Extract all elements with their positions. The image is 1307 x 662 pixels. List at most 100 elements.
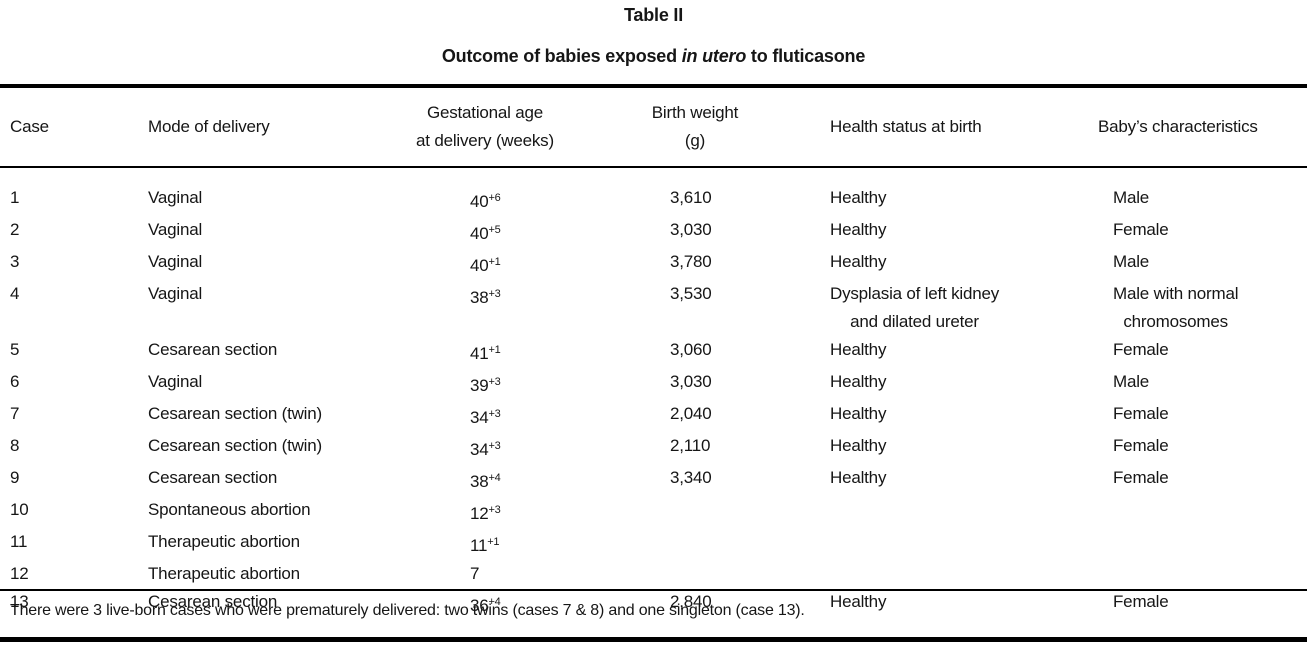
- birth-weight-cell: 3,780: [570, 248, 820, 276]
- case-cell: 12: [0, 560, 140, 588]
- mode-value: Therapeutic abortion: [148, 564, 300, 583]
- column-header-birth-weight: Birth weight (g): [570, 99, 820, 155]
- case-cell: 7: [0, 400, 140, 428]
- health-status-value: Healthy: [830, 592, 887, 611]
- mode-value: Cesarean section (twin): [148, 436, 322, 455]
- column-header-label: Baby’s characteristics: [1098, 117, 1258, 136]
- caption-prefix: Outcome of babies exposed: [441, 46, 682, 66]
- table-row-case-12: 12 Therapeutic abortion 7: [0, 560, 1307, 588]
- case-cell: 10: [0, 496, 140, 524]
- table-footnote: There were 3 live-born cases who were pr…: [10, 602, 805, 619]
- gestational-age-days-superscript: +4: [488, 472, 501, 484]
- column-header-label: Birth weight (g): [651, 103, 739, 150]
- health-status-value: Healthy: [830, 340, 887, 359]
- health-status-value: Healthy: [830, 188, 887, 207]
- health-status-value: Healthy: [830, 220, 887, 239]
- birth-weight-value: 3,610: [670, 188, 712, 207]
- gestational-age-value: 40+6: [470, 192, 501, 211]
- birth-weight-value: 2,840: [670, 592, 712, 611]
- table-row-case-4: 4 Vaginal 38+3 3,530 Dysplasia of left kidne…: [0, 280, 1307, 336]
- case-value: 3: [10, 252, 20, 271]
- baby-characteristics-value: Female: [1113, 220, 1169, 239]
- gestational-age-days-superscript: +3: [488, 504, 501, 516]
- mode-of-delivery-cell: Cesarean section (twin): [140, 400, 400, 428]
- mode-of-delivery-cell: Vaginal: [140, 280, 400, 308]
- baby-characteristics-cell: Female: [1098, 400, 1307, 428]
- health-status-cell: Healthy: [820, 368, 1098, 396]
- column-header-label: Gestational age at delivery (weeks): [416, 103, 554, 150]
- baby-characteristics-value: Female: [1113, 404, 1169, 423]
- birth-weight-cell: 2,110: [570, 432, 820, 460]
- case-value: 12: [10, 564, 29, 583]
- column-header-health-status: Health status at birth: [820, 113, 1098, 141]
- mode-of-delivery-cell: Cesarean section: [140, 336, 400, 364]
- gestational-age-cell: 11+1: [400, 528, 570, 560]
- case-value: 11: [10, 532, 28, 551]
- gestational-age-days-superscript: +3: [488, 408, 501, 420]
- mode-value: Vaginal: [148, 220, 203, 239]
- birth-weight-cell: 3,030: [570, 368, 820, 396]
- mode-value: Cesarean section (twin): [148, 404, 322, 423]
- case-value: 1: [10, 188, 20, 207]
- column-header-label: Health status at birth: [830, 117, 982, 136]
- baby-characteristics-cell: Female: [1098, 588, 1307, 616]
- gestational-age-value: 12+3: [470, 504, 501, 523]
- gestational-age-days-superscript: +1: [488, 256, 501, 268]
- health-status-cell: Healthy: [820, 248, 1098, 276]
- birth-weight-cell: 3,610: [570, 184, 820, 212]
- gestational-age-cell: 38+4: [400, 464, 570, 496]
- mode-value: Vaginal: [148, 188, 203, 207]
- footnote-divider-rule: [0, 589, 1307, 591]
- case-value: 6: [10, 372, 20, 391]
- table-row-case-6: 6 Vaginal 39+3 3,030 Healthy Male: [0, 368, 1307, 400]
- birth-weight-value: 3,030: [670, 372, 712, 391]
- birth-weight-value: 3,780: [670, 252, 712, 271]
- baby-characteristics-cell: Male: [1098, 248, 1307, 276]
- baby-characteristics-value: Female: [1113, 436, 1169, 455]
- health-status-cell: Healthy: [820, 464, 1098, 492]
- gestational-age-days-superscript: +1: [488, 344, 501, 356]
- birth-weight-cell: 2,040: [570, 400, 820, 428]
- case-cell: 4: [0, 280, 140, 308]
- mode-value: Vaginal: [148, 372, 203, 391]
- mode-of-delivery-cell: Vaginal: [140, 248, 400, 276]
- birth-weight-value: 3,530: [670, 284, 712, 303]
- mode-of-delivery-cell: Spontaneous abortion: [140, 496, 400, 524]
- case-cell: 13: [0, 588, 140, 616]
- baby-characteristics-cell: Female: [1098, 464, 1307, 492]
- birth-weight-cell: 3,530: [570, 280, 820, 308]
- health-status-value: Healthy: [830, 252, 887, 271]
- table-row-case-3: 3 Vaginal 40+1 3,780 Healthy Male: [0, 248, 1307, 280]
- case-cell: 8: [0, 432, 140, 460]
- gestational-age-cell: 34+3: [400, 432, 570, 464]
- gestational-age-cell: 34+3: [400, 400, 570, 432]
- gestational-age-cell: 40+5: [400, 216, 570, 248]
- health-status-value: Healthy: [830, 404, 887, 423]
- mode-of-delivery-cell: Therapeutic abortion: [140, 528, 400, 556]
- gestational-age-value: 41+1: [470, 344, 501, 363]
- case-value: 4: [10, 284, 20, 303]
- case-cell: 3: [0, 248, 140, 276]
- case-cell: 11: [0, 528, 140, 556]
- table-header-row: Case Mode of delivery Gestational age at de…: [0, 88, 1307, 166]
- mode-of-delivery-cell: Vaginal: [140, 184, 400, 212]
- table-row-case-11: 11 Therapeutic abortion 11+1: [0, 528, 1307, 560]
- gestational-age-days-superscript: +3: [488, 376, 501, 388]
- baby-characteristics-value: Female: [1113, 592, 1169, 611]
- table-number-title: Table II: [623, 5, 684, 25]
- baby-characteristics-cell: Female: [1098, 432, 1307, 460]
- gestational-age-value: 39+3: [470, 376, 501, 395]
- baby-characteristics-cell: Female: [1098, 336, 1307, 364]
- mode-value: Spontaneous abortion: [148, 500, 311, 519]
- health-status-value: Healthy: [830, 372, 887, 391]
- birth-weight-cell: 3,030: [570, 216, 820, 244]
- case-cell: 9: [0, 464, 140, 492]
- birth-weight-value: 2,110: [670, 436, 711, 455]
- health-status-value: Healthy: [830, 468, 887, 487]
- mode-of-delivery-cell: Cesarean section: [140, 464, 400, 492]
- gestational-age-value: 38+3: [470, 288, 501, 307]
- baby-characteristics-cell: Male: [1098, 368, 1307, 396]
- gestational-age-days-superscript: +1: [487, 536, 500, 548]
- case-value: 2: [10, 220, 20, 239]
- mode-of-delivery-cell: Vaginal: [140, 216, 400, 244]
